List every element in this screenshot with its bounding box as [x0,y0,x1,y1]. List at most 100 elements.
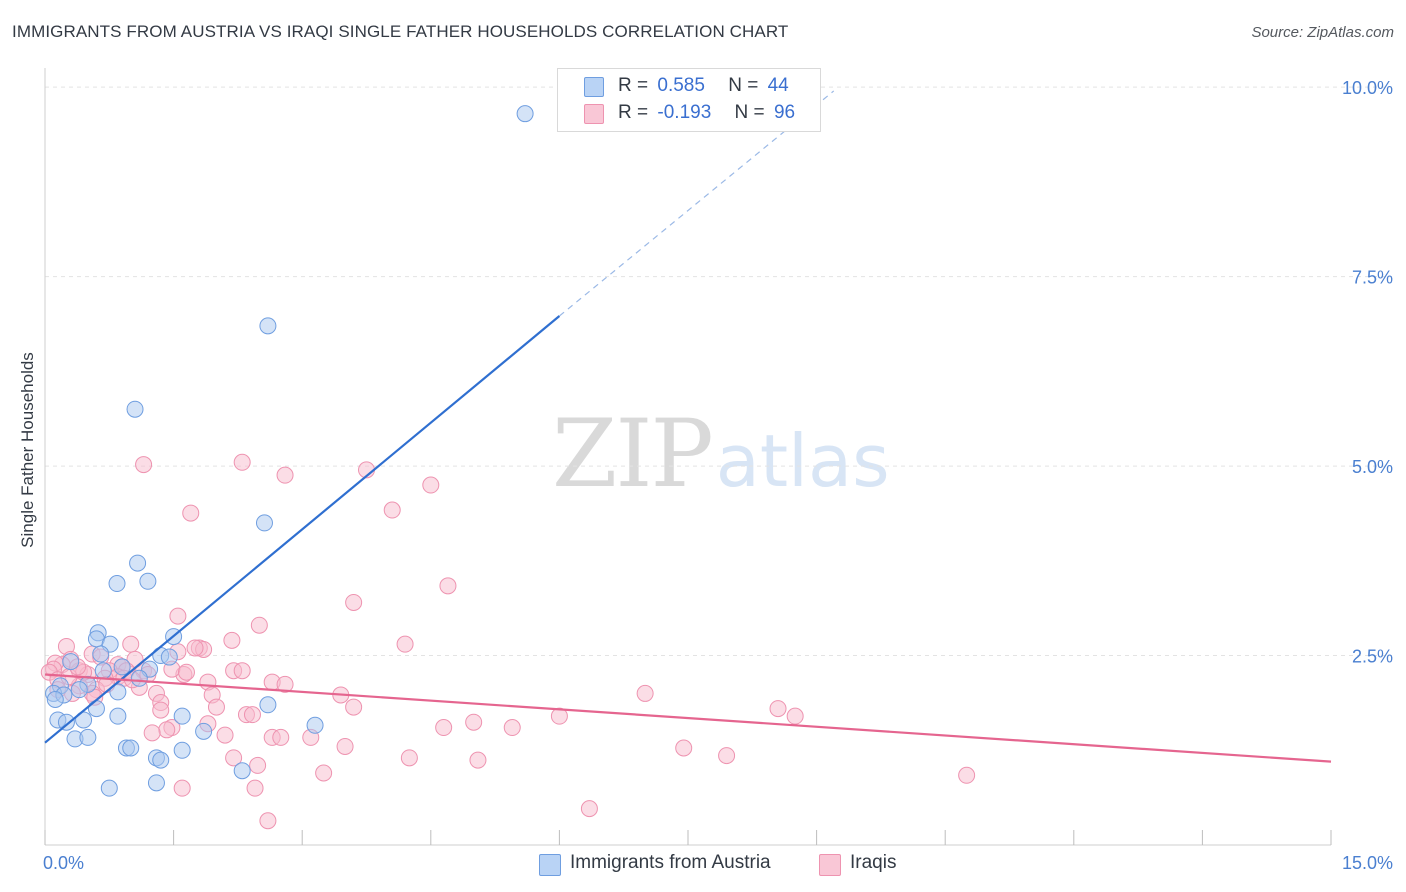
iraqis-n-value: 96 [773,102,796,123]
iraqis-point [233,453,251,471]
x-tick-label: 15.0% [1342,853,1393,873]
y-tick-label: 2.5% [1352,647,1393,667]
austria-point [516,105,534,123]
austria-point [152,751,170,769]
iraqis-point [276,466,294,484]
austria-trend-line [44,315,561,744]
iraqis-point [550,707,568,725]
austria-n-label: N = [728,75,759,96]
iraqis-point [503,719,521,737]
chart-title: IMMIGRANTS FROM AUSTRIA VS IRAQI SINGLE … [12,22,789,41]
iraqis-point [173,779,191,797]
austria-point [92,645,110,663]
iraqis-point [152,701,170,719]
iraqis-point [158,721,176,739]
iraqis-point [336,737,354,755]
trend-lines [44,90,1332,763]
iraqis-point [315,764,333,782]
iraqis-r-label: R = [618,102,649,123]
austria-point [173,741,191,759]
iraqis-point [422,476,440,494]
iraqis-point [259,812,277,830]
iraqis-point [435,719,453,737]
iraqis-point [249,756,267,774]
bottom-iraqis-label: Iraqis [850,852,897,873]
grid-lines [45,86,1392,657]
legend-austria-text: R = 0.585 N = 44 [618,75,789,97]
y-tick-label: 10.0% [1342,78,1393,98]
iraqis-r-value: -0.193 [657,102,712,123]
iraqis-point [580,800,598,818]
iraqis-point [186,639,204,657]
austria-point [147,774,165,792]
iraqis-point [207,698,225,716]
x-tick-label: 0.0% [43,853,84,873]
iraqis-point [400,749,418,767]
iraqis-n-label: N = [734,102,765,123]
iraqis-trend-line [44,673,1332,763]
iraqis-point [177,663,195,681]
iraqis-point [233,662,251,680]
austria-point [46,690,64,708]
austria-point [129,554,147,572]
austria-point [195,722,213,740]
axes [44,68,1332,846]
austria-point [255,514,273,532]
austria-point [62,653,80,671]
austria-r-value: 0.585 [657,75,705,96]
iraqis-point [246,779,264,797]
iraqis-point [396,635,414,653]
austria-point [79,728,97,746]
austria-point [108,575,126,593]
legend-iraqis-text: R = -0.193 N = 96 [618,102,795,124]
austria-point [113,658,131,676]
iraqis-point [276,675,294,693]
tick-labels: 2.5% 5.0% 7.5% 10.0% 0.0% 15.0% [43,78,1393,873]
y-axis-label-wrap: Single Father Households [16,330,40,570]
iraqis-point [345,593,363,611]
iraqis-point [769,700,787,718]
austria-point [306,716,324,734]
iraqis-point [169,607,187,625]
austria-point [139,572,157,590]
bottom-austria-swatch [539,854,561,876]
iraqis-point [345,698,363,716]
y-tick-label: 7.5% [1352,268,1393,288]
iraqis-point [439,577,457,595]
austria-points [45,105,534,797]
austria-trend-extension [559,90,835,317]
austria-n-value: 44 [767,75,789,96]
iraqis-point [272,728,290,746]
austria-point [122,739,140,757]
austria-point [109,707,127,725]
iraqis-swatch [584,104,604,124]
iraqis-point [958,766,976,784]
iraqis-point [243,706,261,724]
austria-point [126,400,144,418]
austria-r-label: R = [618,75,649,96]
correlation-legend: R = 0.585 N = 44 R = -0.193 N = 96 [557,68,821,132]
austria-point [94,662,112,680]
austria-point [259,317,277,335]
iraqis-point [465,713,483,731]
austria-point [233,762,251,780]
austria-point [87,700,105,718]
iraqis-point [122,635,140,653]
bottom-austria-label: Immigrants from Austria [570,852,771,873]
source-credit: Source: ZipAtlas.com [1251,24,1394,41]
austria-point [173,707,191,725]
iraqis-point [675,739,693,757]
austria-point [130,669,148,687]
iraqis-point [135,456,153,474]
iraqis-point [216,726,234,744]
austria-point [70,681,88,699]
bottom-iraqis-swatch [819,854,841,876]
austria-point [57,713,75,731]
iraqis-point [383,501,401,519]
austria-swatch [584,77,604,97]
y-tick-label: 5.0% [1352,457,1393,477]
iraqis-point [182,504,200,522]
iraqis-point [225,749,243,767]
iraqis-point [469,751,487,769]
